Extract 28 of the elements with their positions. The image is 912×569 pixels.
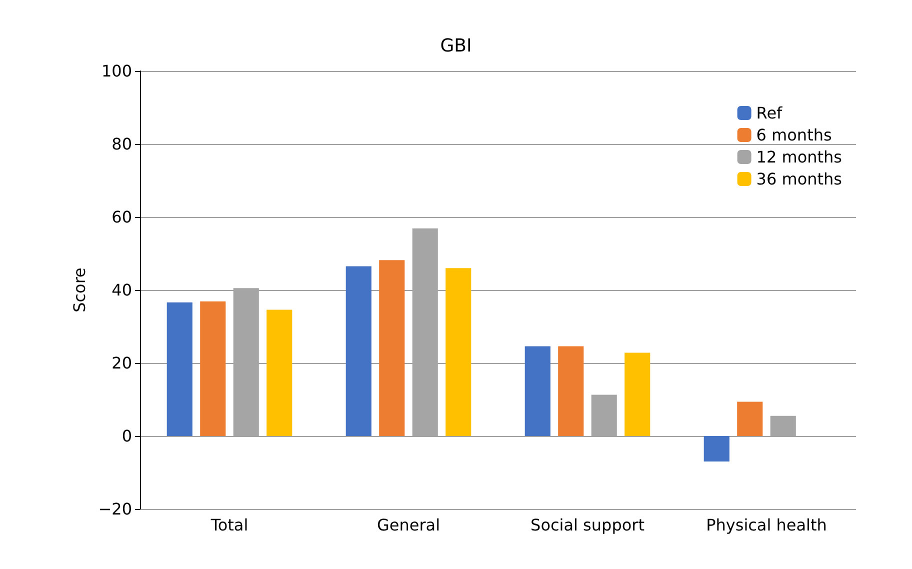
x-tick-label: Physical health bbox=[706, 516, 827, 534]
y-tick-label: 0 bbox=[122, 426, 132, 446]
legend-label: 12 months bbox=[756, 148, 842, 166]
y-tick-label: −20 bbox=[98, 500, 132, 518]
chart-title: GBI bbox=[440, 36, 472, 56]
bar bbox=[200, 301, 226, 436]
x-tick-label: Social support bbox=[530, 516, 644, 534]
y-tick-label: 60 bbox=[112, 208, 132, 226]
bar bbox=[166, 302, 192, 436]
y-tick-label: 80 bbox=[112, 134, 132, 154]
legend-label: 36 months bbox=[756, 170, 842, 188]
y-tick-label: 40 bbox=[112, 280, 132, 300]
legend-label: Ref bbox=[756, 104, 783, 122]
x-tick-label: Total bbox=[210, 516, 248, 534]
y-tick-label: 100 bbox=[101, 62, 132, 80]
bar bbox=[737, 402, 763, 436]
bar bbox=[624, 352, 650, 436]
bar bbox=[704, 436, 730, 462]
bar bbox=[266, 310, 292, 436]
bar bbox=[524, 346, 550, 436]
bar bbox=[558, 346, 584, 436]
legend-label: 6 months bbox=[756, 126, 832, 144]
x-tick-label: General bbox=[376, 516, 440, 534]
bar bbox=[446, 268, 472, 436]
y-axis-title: Score bbox=[70, 268, 89, 312]
bar bbox=[346, 266, 372, 436]
bar bbox=[379, 260, 405, 436]
y-tick-label: 20 bbox=[112, 354, 132, 372]
